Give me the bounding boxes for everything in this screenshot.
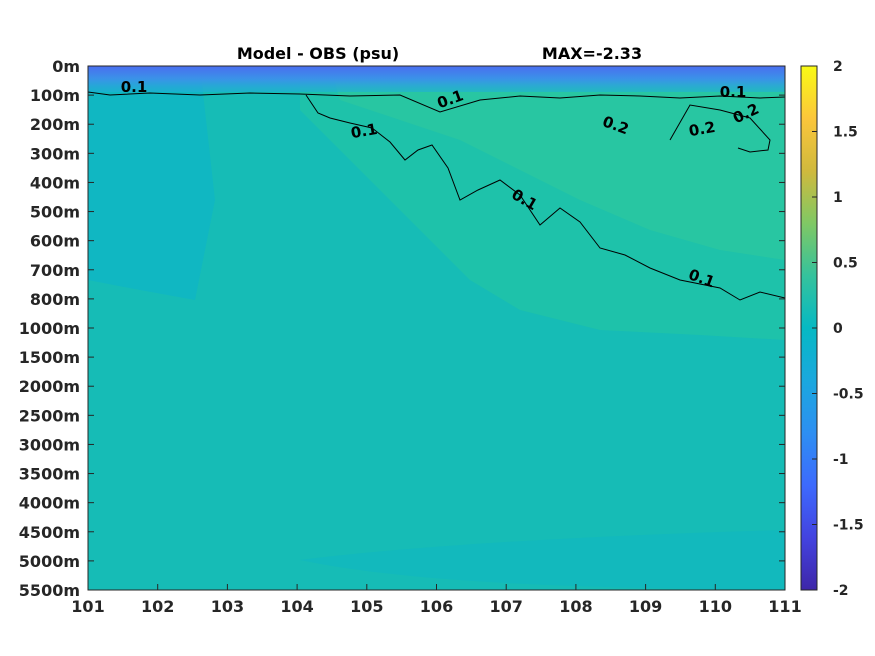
y-tick-label: 1500m [19, 348, 80, 367]
x-tick-label: 110 [699, 597, 732, 616]
x-tick-label: 101 [71, 597, 104, 616]
plot-area [88, 66, 785, 590]
x-tick-label: 105 [350, 597, 383, 616]
contour-label: 0.1 [720, 83, 747, 101]
y-tick-label: 3000m [19, 435, 80, 454]
y-tick-label: 700m [30, 261, 80, 280]
x-tick-label: 107 [489, 597, 522, 616]
y-tick-label: 2000m [19, 377, 80, 396]
x-tick-label: 108 [559, 597, 592, 616]
x-tick-label: 111 [768, 597, 801, 616]
x-tick-label: 102 [141, 597, 174, 616]
colorbar-tick-label: 1 [833, 190, 843, 206]
y-tick-label: 100m [30, 86, 80, 105]
y-tick-label: 4500m [19, 523, 80, 542]
contour-label: 0.1 [121, 78, 148, 96]
y-tick-label: 2500m [19, 406, 80, 425]
y-tick-label: 0m [52, 57, 80, 76]
y-tick-label: 800m [30, 290, 80, 309]
x-tick-label: 103 [211, 597, 244, 616]
y-tick-label: 3500m [19, 465, 80, 484]
y-tick-label: 600m [30, 232, 80, 251]
y-axis: 0m 100m 200m 300m 400m 500m 600m 700m 800m 1000m 1… [19, 57, 785, 600]
colorbar-tick-label: 1.5 [833, 125, 858, 141]
chart-subtitle: MAX=-2.33 [542, 44, 642, 63]
colorbar-tick-label: -1.5 [833, 518, 864, 534]
y-tick-label: 400m [30, 173, 80, 192]
field-west-band [88, 66, 215, 300]
colorbar-tick-label: -0.5 [833, 387, 864, 403]
x-axis: 101 102 103 104 105 106 107 108 109 110 111 [71, 584, 802, 616]
colorbar-tick-label: -2 [833, 583, 849, 599]
y-tick-label: 200m [30, 115, 80, 134]
x-tick-label: 109 [629, 597, 662, 616]
y-tick-label: 1000m [19, 319, 80, 338]
field-upper-east [330, 66, 785, 260]
y-tick-label: 5000m [19, 552, 80, 571]
y-tick-label: 500m [30, 203, 80, 222]
contour-0.1-mid [305, 94, 785, 301]
colorbar-tick-label: 0.5 [833, 256, 858, 272]
colorbar-axis: -2 -1.5 -1 -0.5 0 0.5 1 1.5 2 [812, 59, 864, 599]
field-surface [88, 66, 785, 92]
x-tick-label: 104 [280, 597, 313, 616]
contour-label: 0.2 [687, 118, 716, 140]
y-tick-label: 300m [30, 144, 80, 163]
colorbar-tick-label: -1 [833, 452, 849, 468]
x-tick-label: 106 [420, 597, 453, 616]
colorbar-tick-label: 0 [833, 321, 843, 337]
chart-title: Model - OBS (psu) [237, 44, 399, 63]
colorbar-tick-label: 2 [833, 59, 843, 75]
y-tick-label: 4000m [19, 494, 80, 513]
field-deep-band [300, 530, 785, 590]
y-tick-label: 5500m [19, 581, 80, 600]
contour-label: 0.1 [349, 120, 378, 142]
contour-0.1-upper [88, 91, 785, 113]
contour-0.2-east [669, 104, 771, 153]
